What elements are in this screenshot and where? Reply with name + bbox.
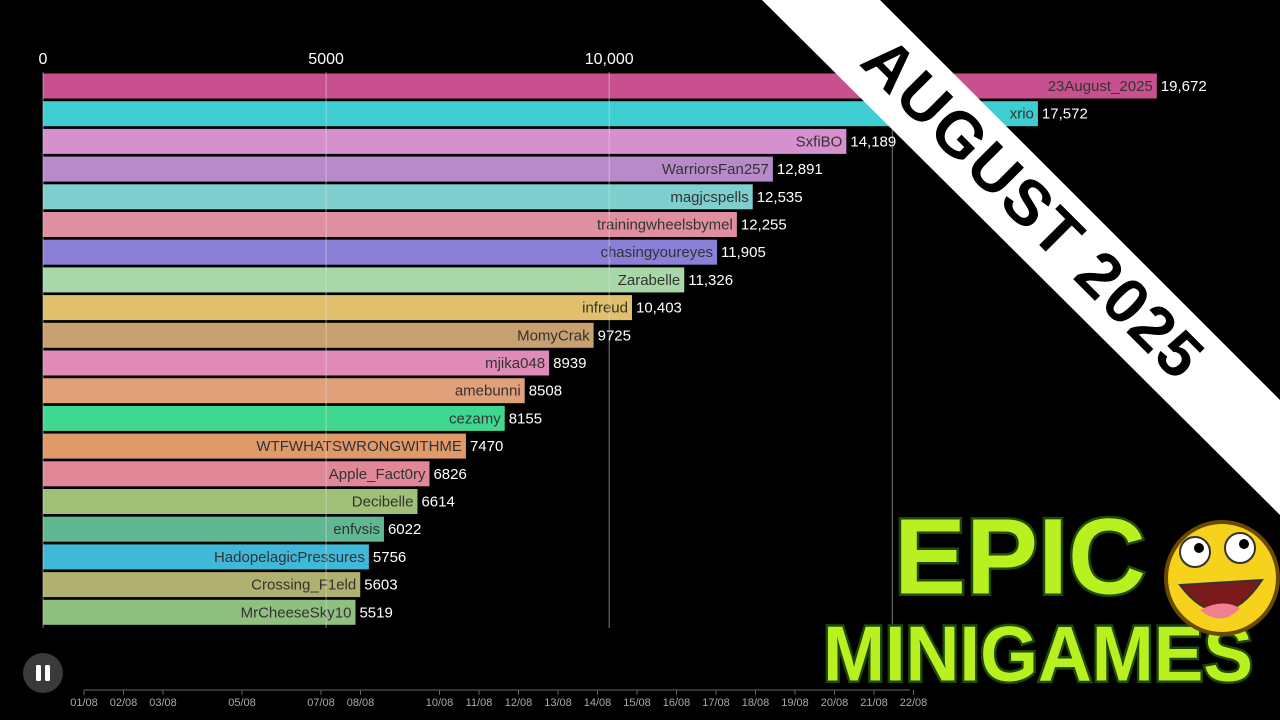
- bar-label: 23August_2025: [1048, 78, 1153, 95]
- timeline-label: 21/08: [860, 697, 888, 709]
- bar: [43, 128, 847, 154]
- timeline-label: 07/08: [307, 697, 335, 709]
- timeline-label: 11/08: [466, 697, 493, 709]
- bar-label: Apple_Fact0ry: [329, 466, 426, 483]
- timeline-label: 22/08: [900, 697, 928, 709]
- bar: [43, 405, 505, 431]
- bar: [43, 599, 356, 625]
- value-label: 6022: [388, 521, 421, 538]
- timeline-label: 17/08: [702, 697, 730, 709]
- bar: [43, 516, 384, 542]
- bar-label: MomyCrak: [517, 327, 590, 344]
- bar-label: infreud: [582, 300, 628, 317]
- timeline-label: 16/08: [663, 697, 691, 709]
- timeline-label: 02/08: [110, 697, 138, 709]
- bar-label: trainingwheelsbymel: [597, 216, 733, 233]
- value-label: 12,255: [741, 216, 787, 233]
- bar-label: cezamy: [449, 410, 501, 427]
- bar-label: amebunni: [455, 383, 521, 400]
- bar: [43, 378, 525, 404]
- bar-label: chasingyoureyes: [600, 244, 713, 261]
- bar: [43, 295, 633, 321]
- value-label: 7470: [470, 438, 503, 455]
- bar: [43, 239, 718, 265]
- timeline-label: 10/08: [426, 697, 454, 709]
- logo-bottom: MINIGAMES: [823, 610, 1253, 698]
- bar-label: xrio: [1010, 106, 1034, 123]
- timeline-label: 18/08: [742, 697, 770, 709]
- timeline-label: 14/08: [584, 697, 612, 709]
- pause-bar: [45, 665, 50, 681]
- value-label: 8155: [509, 410, 542, 427]
- timeline-label: 20/08: [821, 697, 849, 709]
- emoji-tongue: [1200, 603, 1240, 619]
- timeline-label: 08/08: [347, 697, 375, 709]
- bar: [43, 73, 1157, 99]
- timeline-label: 01/08: [70, 697, 98, 709]
- bar: [43, 433, 466, 459]
- x-tick-label: 0: [39, 51, 48, 68]
- emoji-eye: [1179, 536, 1211, 568]
- banner-band: [762, 0, 1280, 515]
- bar-label: mjika048: [485, 355, 545, 372]
- bar-label: Zarabelle: [618, 272, 681, 289]
- bar: [43, 156, 773, 182]
- timeline: 01/08 02/08 03/08 05/08 07/08 08/08 10/08 11/08…: [70, 689, 928, 709]
- bar-label: Decibelle: [352, 493, 414, 510]
- value-label: 5519: [359, 604, 392, 621]
- bar-label: WarriorsFan257: [662, 161, 769, 178]
- x-tick-label: 5000: [308, 51, 344, 68]
- value-label: 6826: [433, 466, 466, 483]
- timeline-label: 19/08: [781, 697, 809, 709]
- emoji: [1164, 520, 1280, 636]
- value-label: 8939: [553, 355, 586, 372]
- value-label: 12,891: [777, 161, 823, 178]
- bar: [43, 350, 550, 376]
- bar-label: magjcspells: [670, 189, 748, 206]
- logo: EPIC MINIGAMES: [821, 493, 1280, 700]
- value-label: 10,403: [636, 300, 682, 317]
- bar-label: HadopelagicPressures: [214, 549, 365, 566]
- bar-label: enfvsis: [333, 521, 380, 538]
- bar: [43, 212, 737, 237]
- bar: [43, 322, 594, 348]
- bar: [43, 572, 361, 598]
- value-label: 11,326: [688, 272, 733, 289]
- value-label: 14,189: [850, 133, 896, 150]
- bar: [43, 267, 685, 293]
- bar-label: MrCheeseSky10: [241, 604, 352, 621]
- emoji-pupil: [1239, 539, 1249, 549]
- value-label: 17,572: [1042, 106, 1088, 123]
- value-label: 6614: [421, 493, 454, 510]
- emoji-pupil: [1194, 543, 1204, 553]
- bars: 23August_2025 19,672 xrio 17,572 SxfiBO 14,18…: [43, 73, 1207, 625]
- timeline-label: 15/08: [623, 697, 651, 709]
- timeline-label: 03/08: [149, 697, 177, 709]
- value-label: 11,905: [721, 244, 766, 261]
- value-label: 8508: [529, 383, 562, 400]
- emoji-eye: [1224, 532, 1256, 564]
- pause-bar: [36, 665, 41, 681]
- bar-label: WTFWHATSWRONGWITHME: [256, 438, 462, 455]
- logo-top: EPIC: [894, 496, 1146, 617]
- value-label: 5603: [364, 577, 397, 594]
- value-label: 12,535: [757, 189, 803, 206]
- timeline-label: 12/08: [505, 697, 533, 709]
- value-label: 19,672: [1161, 78, 1207, 95]
- bar: [43, 489, 418, 514]
- x-tick-label: 10,000: [585, 51, 634, 68]
- timeline-label: 05/08: [228, 697, 256, 709]
- bar-label: SxfiBO: [796, 133, 843, 150]
- value-label: 9725: [598, 327, 631, 344]
- bar-label: Crossing_F1eld: [251, 577, 356, 594]
- pause-circle[interactable]: [23, 653, 63, 693]
- bar: [43, 544, 369, 570]
- pause-button[interactable]: [23, 653, 63, 693]
- bar: [43, 184, 753, 210]
- value-label: 5756: [373, 549, 406, 566]
- bar: [43, 461, 430, 487]
- timeline-label: 13/08: [544, 697, 572, 709]
